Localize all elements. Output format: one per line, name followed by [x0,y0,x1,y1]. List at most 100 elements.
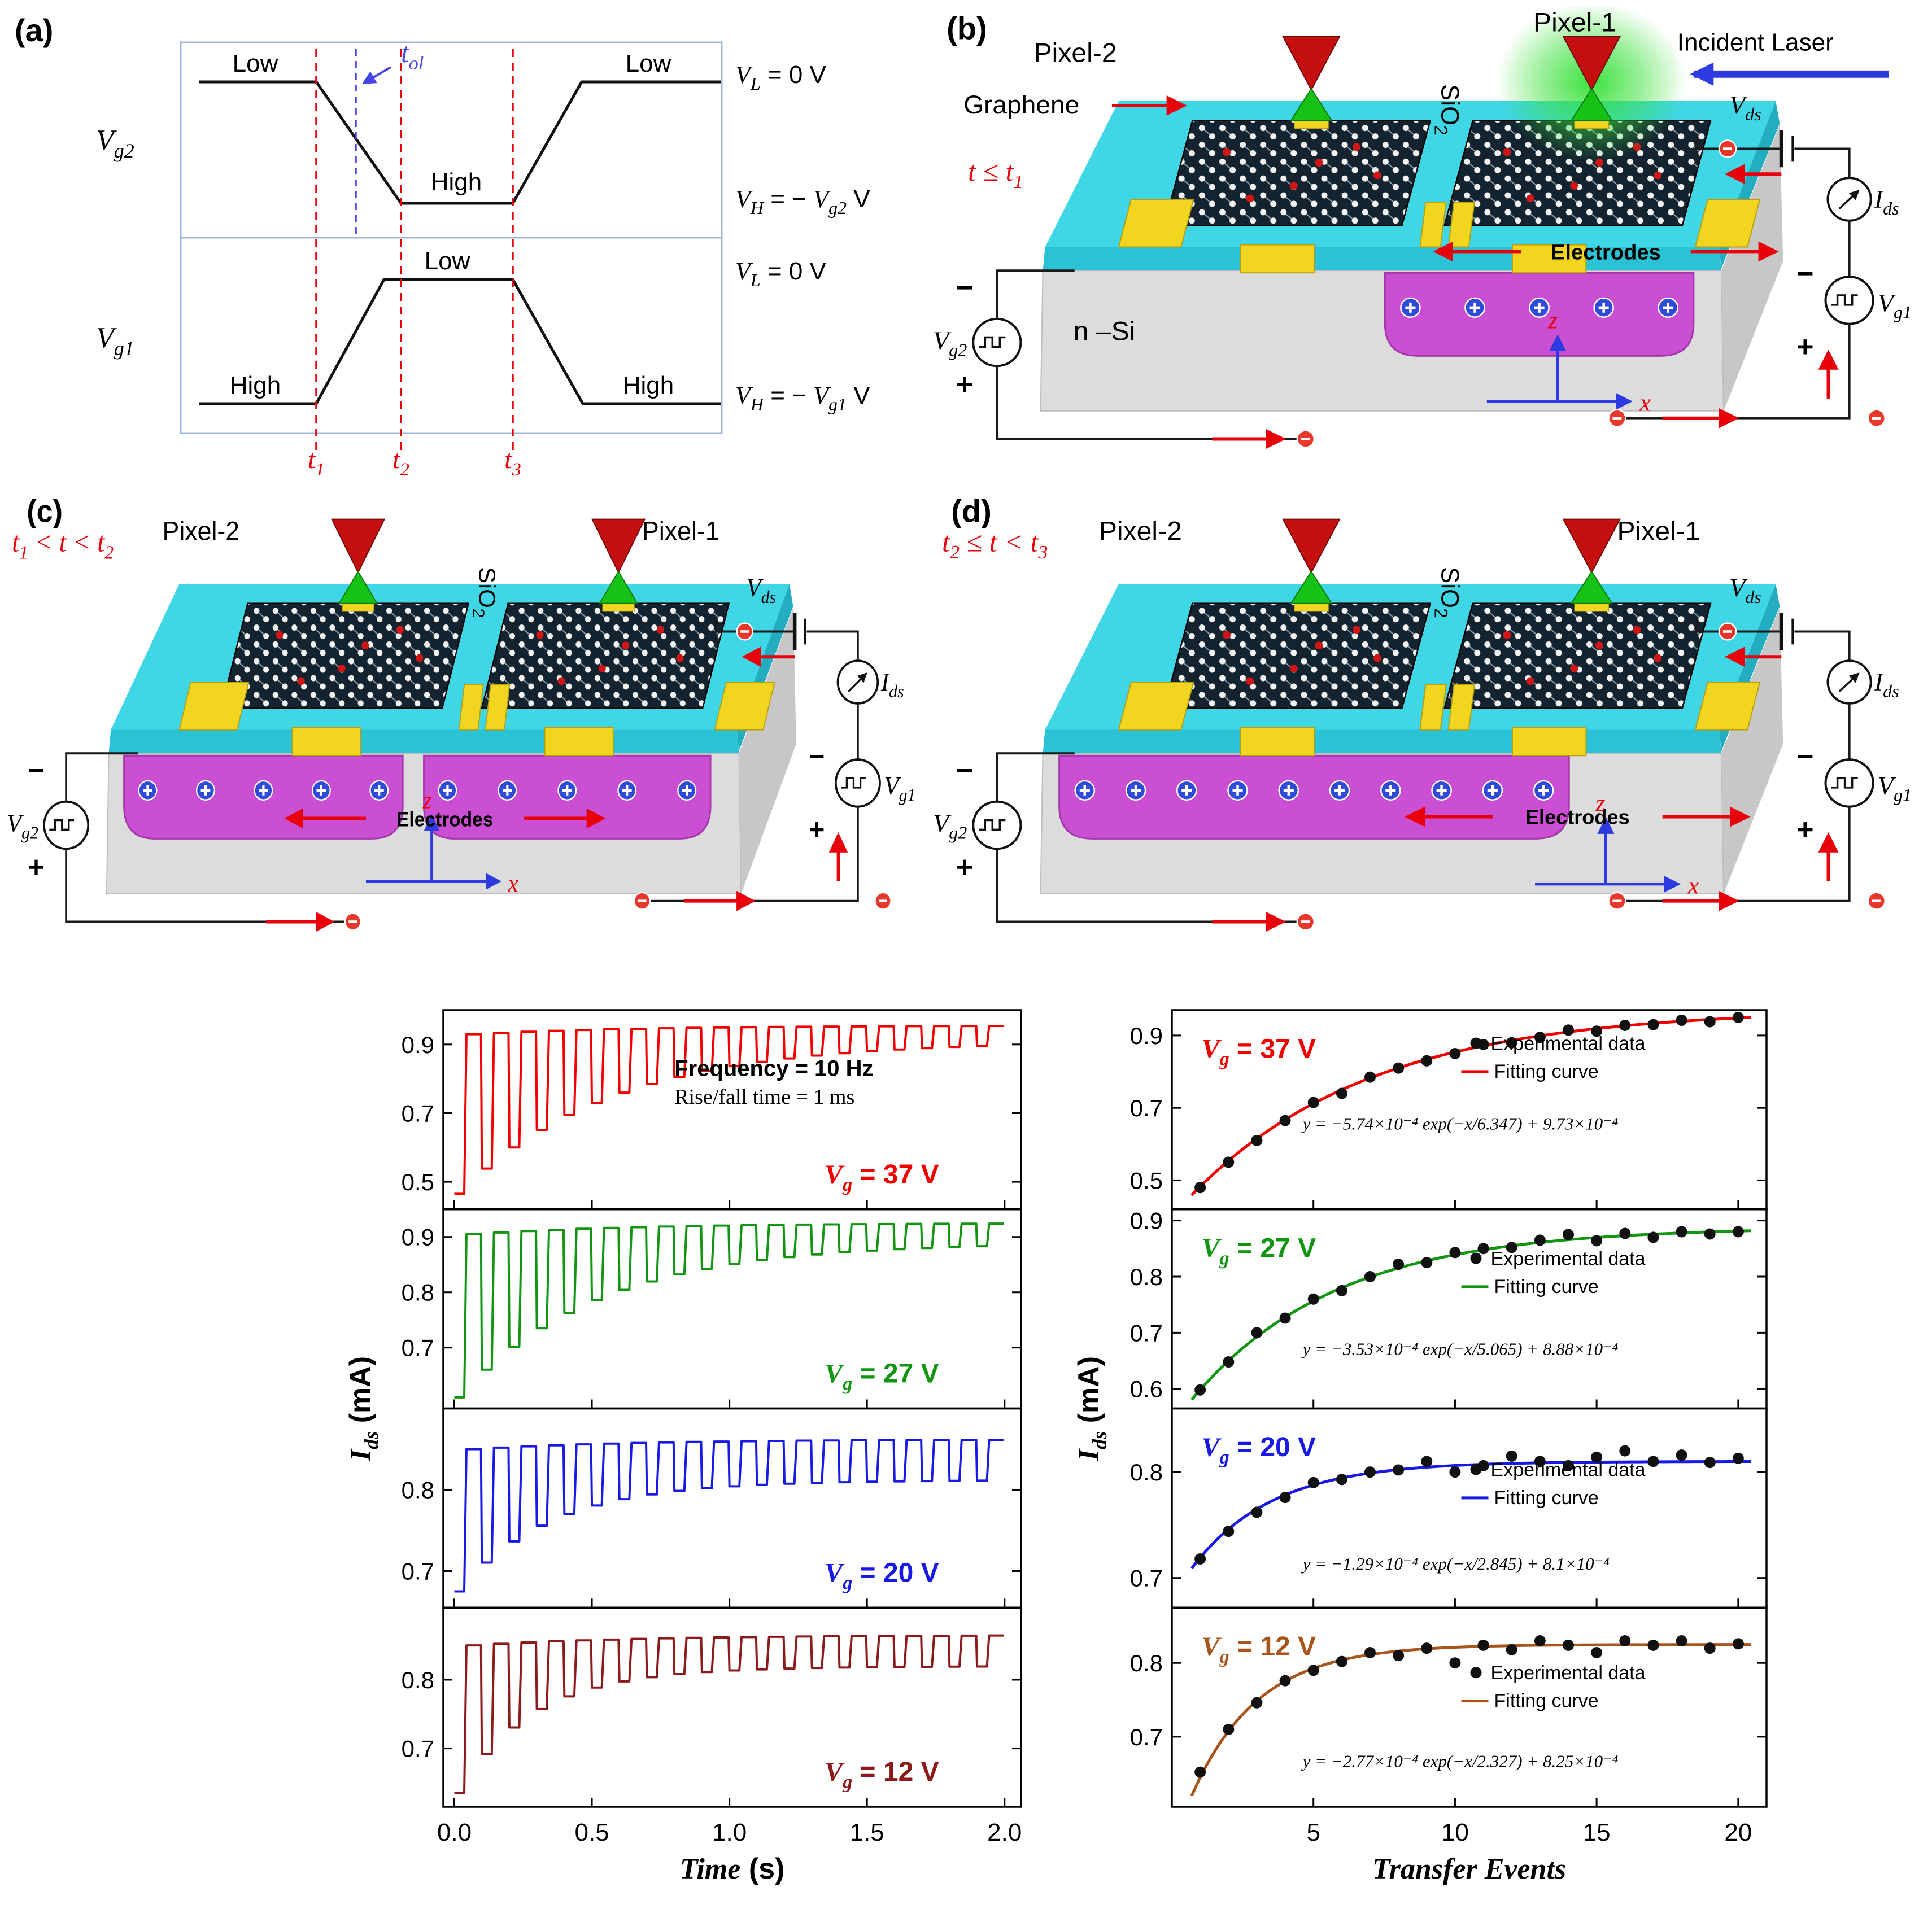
electrode [1447,684,1475,731]
ids-label: Ids [1874,185,1899,219]
sio2-label: SiO2 [469,567,500,618]
data-point [1732,1452,1744,1464]
tip-cone-red-icon [1562,518,1621,574]
data-point [1449,1657,1461,1669]
data-point [1364,1646,1376,1658]
sio2-label: SiO2 [1431,84,1464,136]
data-point [1279,1115,1291,1126]
x-tick-label: 5 [1306,1819,1320,1846]
fit-equation: y = −2.77×10⁻⁴ exp(−x/2.327) + 8.25×10⁻⁴ [1301,1751,1619,1771]
dopant-atom-icon [361,641,369,650]
vg1-pulse-source-icon [1824,276,1874,325]
data-point [1279,1492,1291,1504]
electrode-pad [1240,244,1315,274]
circuit-wire [1695,618,1780,633]
data-point [1619,1445,1631,1457]
data-point [1421,1456,1433,1467]
y-tick-label: 0.7 [402,1100,434,1126]
pulse-waveform [454,1025,1004,1195]
pixel-2-label: Pixel-2 [1034,38,1117,68]
tip-cone-green-icon [1289,570,1333,604]
panel-frame [1171,1606,1768,1808]
z-axis-label: z [422,787,432,814]
graphene-sheet [1163,120,1432,226]
legend-label: Experimental data [1491,1459,1646,1480]
vg1-high2-label: High [623,372,674,399]
dopant-atom-icon [676,654,684,662]
vg2-waveform [199,80,721,205]
dopant-atom-icon [1654,171,1662,180]
data-point [1591,1025,1603,1037]
vg2-pulse-source-icon [43,800,90,850]
circuit-wire [1794,630,1851,661]
y-tick-label: 0.7 [1130,1095,1163,1121]
pixel-contact-pad [1574,120,1610,129]
data-point [1563,1024,1574,1036]
panel-d-device: (d) t2 ≤ t < t3 Pixel-2 Pixel-1 SiO2 Ele… [932,488,1923,966]
vl-bottom-label: VL = 0 V [735,257,827,290]
data-point [1223,1723,1235,1735]
dopant-atom-icon [1246,677,1254,685]
y-tick-label: 0.8 [402,1279,434,1306]
vg2-label: Vg2 [933,809,967,843]
vg1-waveform [199,278,721,405]
data-point [1647,1456,1659,1467]
x-tick-label: 0.5 [574,1819,609,1846]
dopant-atom-icon [1570,665,1578,673]
vg2-high-label: High [431,168,482,196]
data-point [1732,1226,1744,1238]
data-point [1336,1474,1347,1486]
z-axis-label: z [1595,789,1605,817]
graphene-sheet [1163,602,1432,709]
circuit-wire [65,849,353,923]
y-tick-label: 0.7 [402,1335,434,1361]
dopant-atom-icon [1289,665,1298,673]
pixel-contact-pad [1294,120,1329,129]
data-point [1364,1270,1376,1282]
data-point [1449,1047,1461,1059]
x-tick-label: 0.0 [437,1819,472,1846]
data-point [1619,1019,1631,1031]
y-tick-label: 0.8 [402,1476,434,1503]
transfer-chart-svg: 0.5 0.7 0.9 Vg = 37 V Experimental data Fitti… [1072,1009,1768,1885]
data-point [1194,1182,1206,1194]
dopant-atom-icon [1353,626,1361,634]
vg-label: Vg = 12 V [825,1757,939,1793]
data-point [1251,1506,1263,1518]
dopant-atom-icon [1315,641,1323,650]
graphene-sheet [481,602,730,709]
y-tick-label: 0.5 [402,1169,434,1195]
panel-tag: (c) [27,494,63,529]
device-c-svg: (c) t1 < t < t2 Pixel-2 Pixel-1 SiO2 Ele… [7,494,915,932]
data-point [1194,1384,1206,1396]
x-tick-label: 2.0 [987,1819,1022,1846]
data-point [1477,1639,1489,1651]
data-point [1449,1466,1461,1478]
dopant-atom-icon [1526,194,1534,203]
electrode [1694,681,1761,731]
y-tick-label: 0.7 [402,1736,434,1762]
circuit-wire [996,366,1306,440]
dopant-atom-icon [338,665,346,673]
fitting-curve [1190,1460,1751,1570]
timing-diagram-svg: (a) Vg2 Vg1 tol Low High Low High Low Hi… [15,12,870,477]
circuit-wire [1695,136,1780,150]
vg2-minus-sign: − [956,754,973,787]
vg2-plus-sign: + [956,851,973,884]
vg2-label: Vg2 [7,809,38,842]
electrode-pad [1240,727,1315,757]
vg-label: Vg = 20 V [825,1558,939,1593]
legend-label: Experimental data [1491,1248,1646,1270]
tip-cone-green-icon [338,570,378,604]
fit-equation: y = −1.29×10⁻⁴ exp(−x/2.845) + 8.1×10⁻⁴ [1301,1554,1610,1574]
y-tick-label: 0.7 [1130,1320,1163,1346]
dopant-atom-icon [1223,148,1231,156]
device-illustration [972,6,1889,449]
data-point [1732,1011,1744,1023]
vg1-pulse-source-icon [834,758,881,808]
y-tick-label: 0.9 [402,1032,434,1058]
ids-label: Ids [1874,667,1899,701]
pulse-glyph [979,336,1006,348]
data-point [1506,1037,1517,1049]
